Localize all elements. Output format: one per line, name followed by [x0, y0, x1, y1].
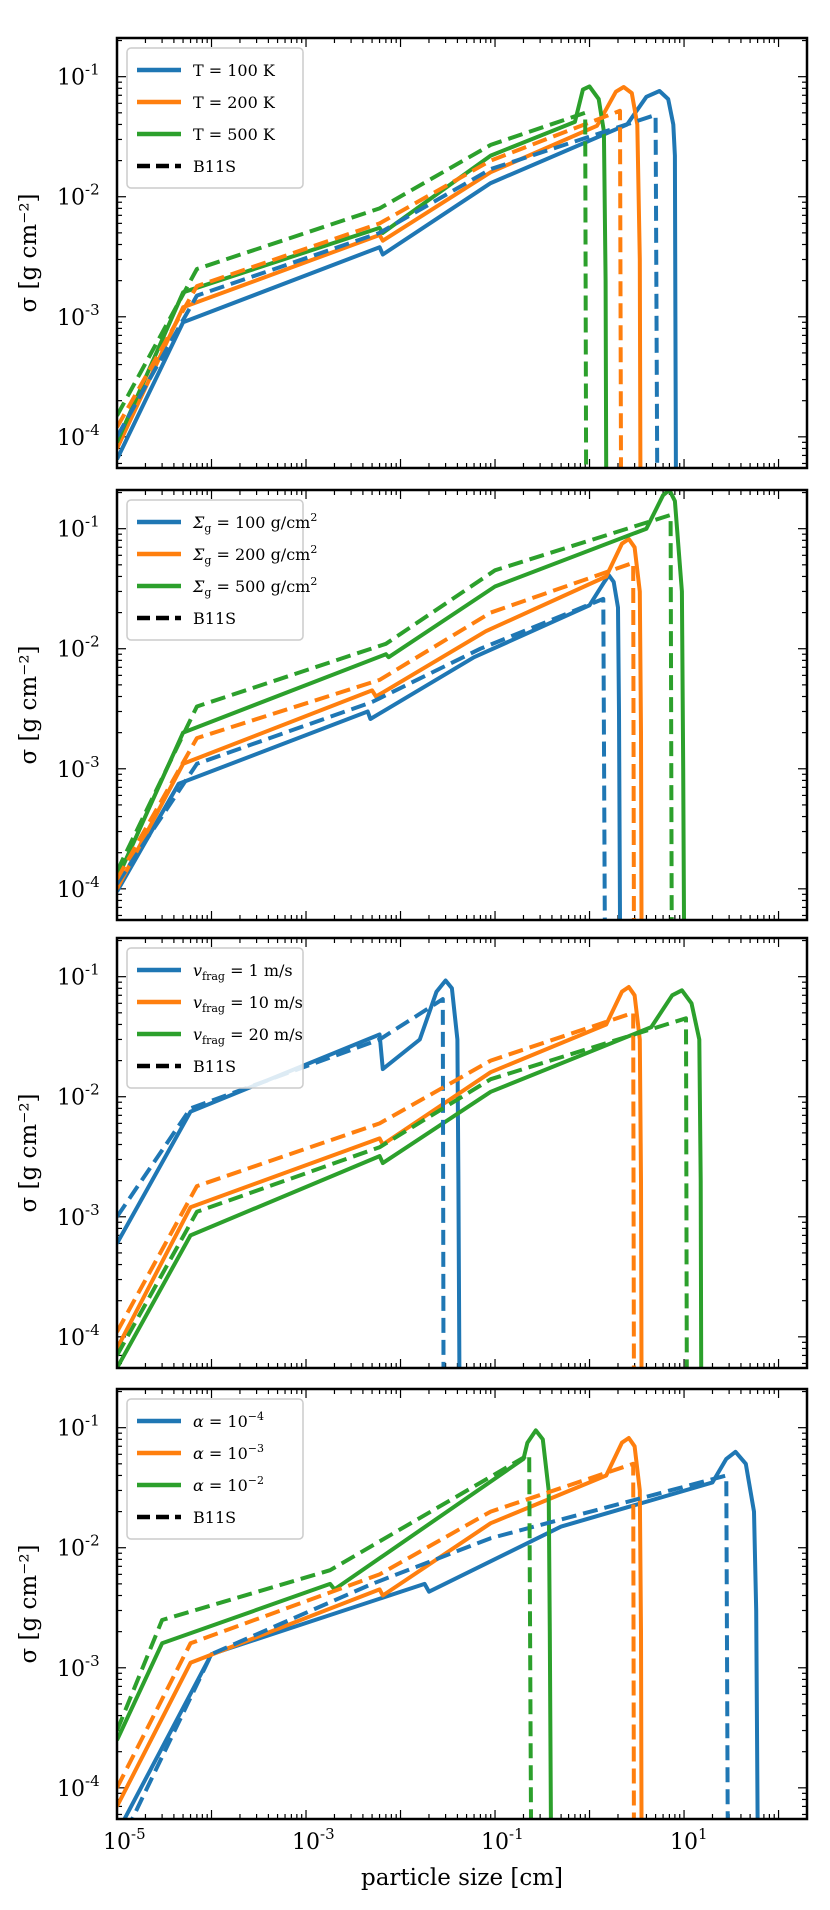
series-line-orange-solid — [117, 985, 644, 1368]
series-line-green-dashed — [117, 513, 674, 920]
plot-frame — [115, 1387, 809, 1821]
x-tick-label: 10-1 — [481, 1825, 524, 1855]
legend-label: B11S — [193, 157, 236, 176]
series-line-green-solid — [117, 1428, 553, 1819]
series-line-blue-solid — [122, 1449, 760, 1819]
y-tick-label: 10-2 — [57, 633, 100, 663]
legend-label: α = 10−2 — [193, 1474, 264, 1495]
x-tick-label: 10-5 — [103, 1825, 146, 1855]
series-line-orange-solid — [117, 537, 644, 920]
series-line-blue-dashed — [117, 596, 607, 920]
series-line-orange-dashed — [117, 108, 623, 468]
y-tick-label: 10-2 — [57, 1532, 100, 1562]
panel-4: 10-410-310-210-1σ [g cm⁻²]α = 10−4α = 10… — [16, 1387, 809, 1891]
panel-1: 10-4 10-3 10-2 10-1 σ [g cm⁻²] T = 100 K T = 2… — [16, 36, 809, 470]
panel-3: 10-410-310-210-1σ [g cm⁻²]vfrag = 1 m/sv… — [16, 936, 809, 1370]
y-tick-label: 10-2 — [57, 181, 100, 211]
series-line-green-solid — [117, 84, 609, 468]
legend: T = 100 K T = 200 K T = 500 K B11S — [126, 47, 304, 189]
x-axis-label: particle size [cm] — [361, 1865, 563, 1891]
series-line-orange-solid — [117, 85, 643, 468]
legend-label: Σg = 200 g/cm2 — [192, 543, 317, 567]
legend-label: Σg = 100 g/cm2 — [192, 511, 317, 535]
y-tick-label: 10-3 — [57, 301, 100, 331]
y-axis-label: σ [g cm⁻²] — [16, 645, 42, 764]
y-tick-label: 10-1 — [57, 1412, 100, 1442]
series-line-green-dashed — [117, 110, 589, 468]
legend-label: vfrag = 20 m/s — [193, 1025, 303, 1047]
series-line-blue-solid — [117, 573, 622, 920]
legend-label: Σg = 500 g/cm2 — [192, 575, 317, 599]
panel-2: 10-4 10-3 10-2 10-1 σ [g cm⁻²] Σg = 100 g/cm2… — [16, 488, 809, 922]
legend: Σg = 100 g/cm2 Σg = 200 g/cm2 Σg = 500 g/c… — [126, 499, 317, 641]
y-tick-label: 10-2 — [57, 1081, 100, 1111]
legend-label: B11S — [193, 1508, 236, 1527]
series-line-orange-dashed — [117, 1461, 636, 1819]
y-tick-label: 10-4 — [57, 1321, 100, 1351]
y-tick-label: 10-3 — [57, 753, 100, 783]
series-line-green-dashed — [117, 1016, 689, 1368]
series-line-blue-solid — [117, 978, 462, 1368]
series-line-blue-dashed — [117, 112, 660, 468]
legend-label: vfrag = 1 m/s — [193, 961, 293, 983]
plot-frame — [115, 936, 809, 1370]
series-line-blue-dashed — [117, 997, 446, 1368]
series-line-green-solid — [117, 988, 704, 1368]
y-tick-label: 10-3 — [57, 1652, 100, 1682]
legend-label: vfrag = 10 m/s — [193, 993, 303, 1015]
y-tick-label: 10-4 — [57, 1772, 100, 1802]
y-tick-label: 10-1 — [57, 961, 100, 991]
legend-label: T = 500 K — [193, 125, 276, 144]
legend-label: α = 10−3 — [193, 1442, 264, 1463]
y-tick-label: 10-1 — [57, 513, 100, 543]
y-axis-label: σ [g cm⁻²] — [16, 1093, 42, 1212]
y-tick-label: 10-4 — [57, 421, 100, 451]
y-tick-label: 10-4 — [57, 873, 100, 903]
legend-label: α = 10−4 — [193, 1410, 264, 1431]
legend: α = 10−4 α = 10−3 α = 10−2 B11S — [126, 1398, 304, 1540]
series-line-green-solid — [117, 490, 686, 920]
legend-label: B11S — [193, 609, 236, 628]
y-tick-label: 10-1 — [57, 61, 100, 91]
y-tick-label: 10-3 — [57, 1201, 100, 1231]
legend-label: T = 100 K — [193, 61, 276, 80]
series-line-orange-solid — [117, 1436, 644, 1819]
series-line-orange-dashed — [117, 1010, 636, 1368]
y-axis-label: σ [g cm⁻²] — [16, 1544, 42, 1663]
series-line-blue-dashed — [129, 1473, 730, 1819]
series-line-blue-solid — [117, 89, 678, 468]
series-line-green-dashed — [117, 1452, 533, 1819]
y-axis-label: σ [g cm⁻²] — [16, 193, 42, 312]
plot-frame — [115, 36, 809, 470]
legend: vfrag = 1 m/s vfrag = 10 m/s vfrag = 20 m/… — [126, 947, 304, 1089]
legend-label: B11S — [193, 1057, 236, 1076]
x-tick-label: 101 — [670, 1825, 708, 1855]
legend-label: T = 200 K — [193, 93, 276, 112]
plot-frame — [115, 488, 809, 922]
series-line-orange-dashed — [117, 560, 636, 920]
x-tick-label: 10-3 — [292, 1825, 335, 1855]
